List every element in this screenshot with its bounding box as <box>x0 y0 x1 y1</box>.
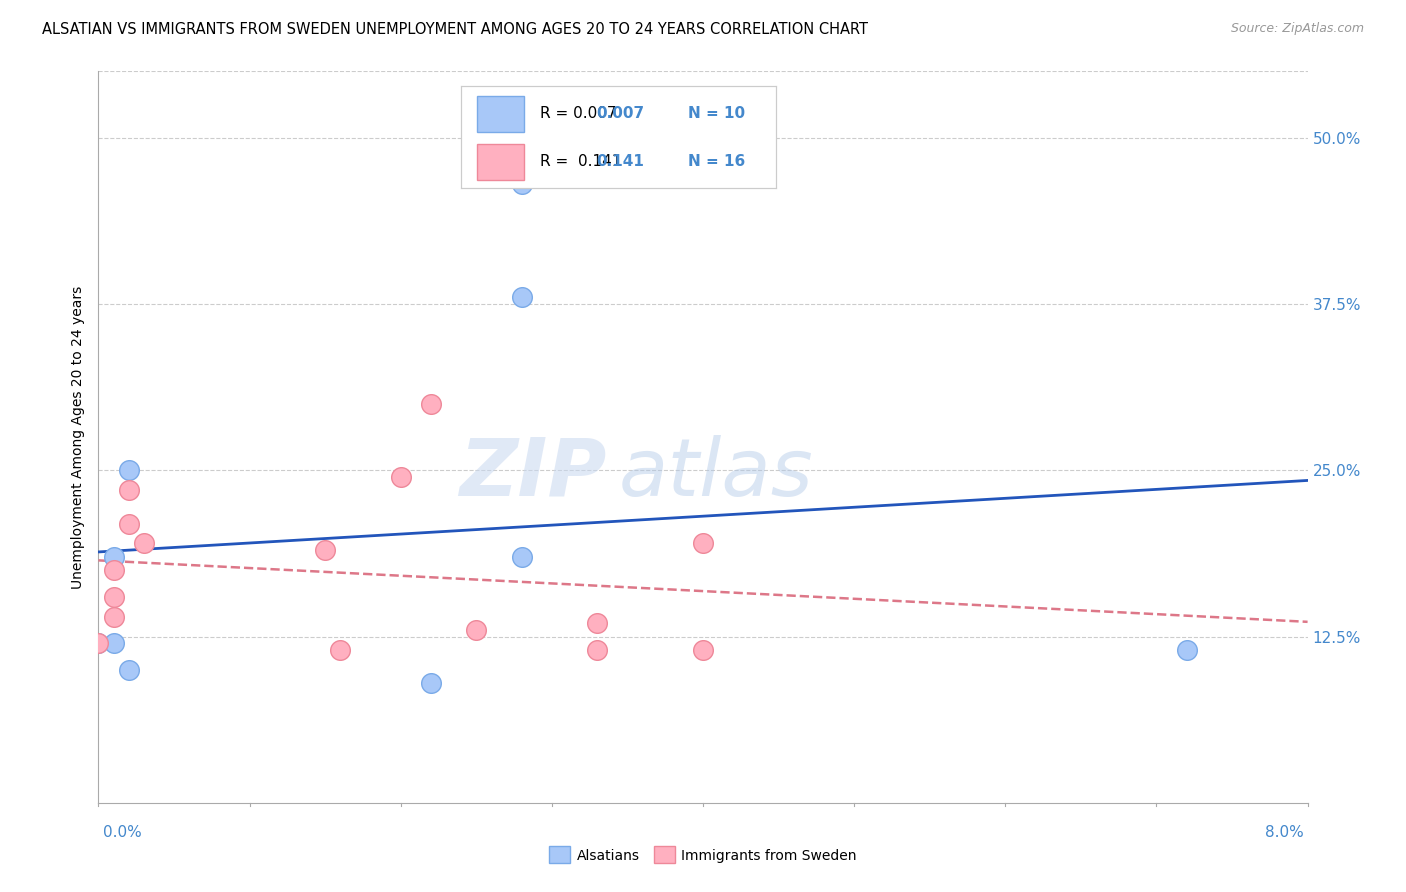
Point <box>314 543 336 558</box>
Point <box>692 643 714 657</box>
Point <box>465 623 488 637</box>
Legend: Alsatians, Immigrants from Sweden: Alsatians, Immigrants from Sweden <box>544 841 862 869</box>
Point <box>103 590 125 604</box>
Point <box>510 549 533 564</box>
Point <box>510 178 533 192</box>
Text: ALSATIAN VS IMMIGRANTS FROM SWEDEN UNEMPLOYMENT AMONG AGES 20 TO 24 YEARS CORREL: ALSATIAN VS IMMIGRANTS FROM SWEDEN UNEMP… <box>42 22 868 37</box>
Point <box>103 563 125 577</box>
Point <box>586 616 609 631</box>
Point <box>118 663 141 677</box>
Point <box>420 676 443 690</box>
Point <box>329 643 352 657</box>
Point <box>389 470 412 484</box>
Point <box>87 636 110 650</box>
Point <box>87 636 110 650</box>
Point <box>118 516 141 531</box>
Text: 0.0%: 0.0% <box>103 825 142 840</box>
Point <box>118 483 141 498</box>
Point <box>103 636 125 650</box>
Point <box>1175 643 1198 657</box>
Point <box>118 463 141 477</box>
Point <box>510 290 533 304</box>
Point <box>692 536 714 550</box>
Point <box>420 397 443 411</box>
Text: atlas: atlas <box>619 434 813 513</box>
Y-axis label: Unemployment Among Ages 20 to 24 years: Unemployment Among Ages 20 to 24 years <box>72 285 86 589</box>
Point <box>132 536 155 550</box>
Text: Source: ZipAtlas.com: Source: ZipAtlas.com <box>1230 22 1364 36</box>
Text: 8.0%: 8.0% <box>1264 825 1303 840</box>
Point <box>103 609 125 624</box>
Point <box>586 643 609 657</box>
Point <box>103 549 125 564</box>
Text: ZIP: ZIP <box>458 434 606 513</box>
